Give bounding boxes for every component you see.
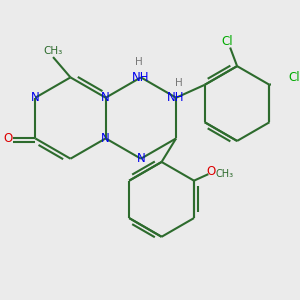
Text: N: N [101,91,110,104]
Text: O: O [3,132,13,145]
Text: N: N [136,152,145,165]
Text: O: O [206,165,215,178]
Text: NH: NH [167,91,185,104]
Text: H: H [175,78,182,88]
Text: CH₃: CH₃ [216,169,234,179]
Text: CH₃: CH₃ [44,46,63,56]
Text: H: H [135,57,142,67]
Text: Cl: Cl [221,35,233,48]
Text: N: N [101,132,110,145]
Text: N: N [31,91,40,104]
Text: Cl: Cl [289,71,300,84]
Text: NH: NH [132,71,150,84]
